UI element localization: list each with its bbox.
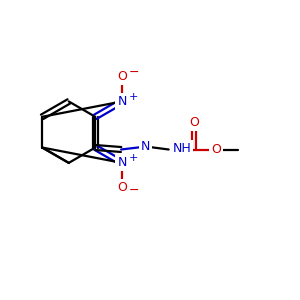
- Text: N: N: [141, 140, 151, 153]
- Text: +: +: [129, 92, 138, 101]
- Text: O: O: [117, 181, 127, 194]
- Text: N: N: [117, 95, 127, 108]
- Text: O: O: [190, 116, 200, 129]
- Text: +: +: [129, 153, 138, 163]
- Text: N: N: [117, 156, 127, 170]
- Text: NH: NH: [172, 142, 191, 155]
- Text: −: −: [129, 184, 140, 197]
- Text: −: −: [129, 66, 140, 79]
- Text: O: O: [211, 143, 221, 156]
- Text: O: O: [117, 70, 127, 83]
